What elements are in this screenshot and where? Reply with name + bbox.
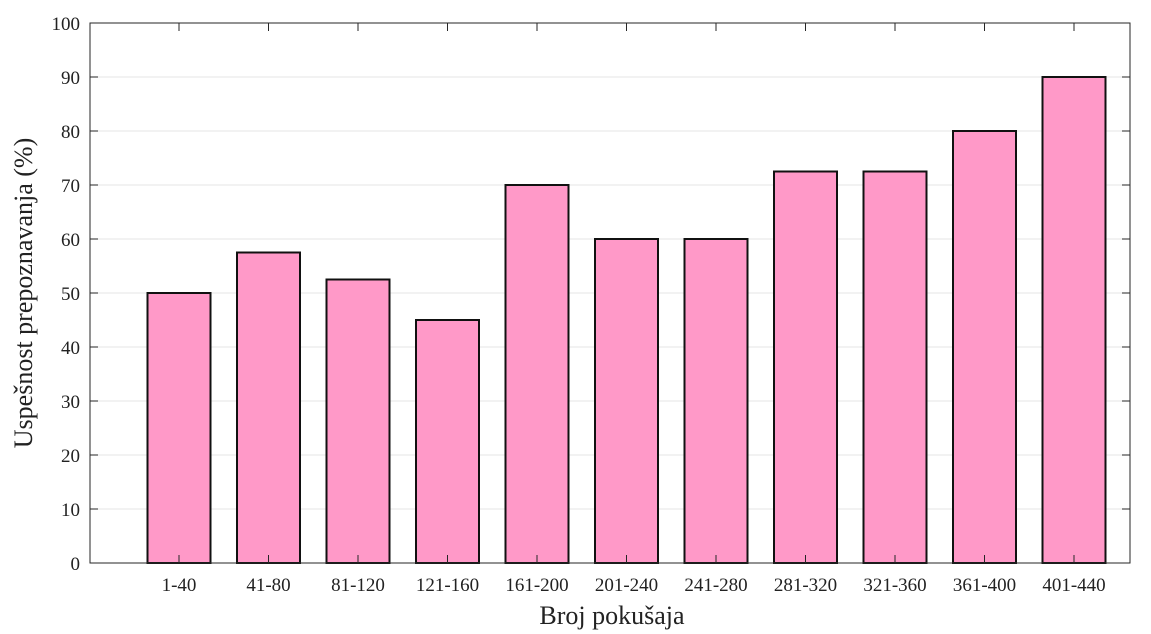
y-axis-title: Uspešnost prepoznavanja (%) (9, 138, 38, 448)
bar-361-400 (952, 130, 1017, 564)
y-tick-label: 50 (61, 284, 80, 305)
x-tick-label: 401-440 (1042, 575, 1105, 596)
bar-41-80 (236, 251, 301, 564)
y-tick-label: 100 (52, 14, 81, 35)
y-tick-label: 40 (61, 338, 80, 359)
x-tick-label: 121-160 (416, 575, 479, 596)
y-tick-label: 90 (61, 68, 80, 89)
bar-1-40 (146, 292, 212, 564)
bars (146, 76, 1107, 564)
x-tick-label: 281-320 (774, 575, 837, 596)
x-tick-label: 41-80 (246, 575, 290, 596)
y-tick-label: 80 (61, 122, 80, 143)
y-tick-label: 30 (61, 392, 80, 413)
bar-281-320 (773, 170, 838, 564)
y-tick-label: 70 (61, 176, 80, 197)
x-tick-label: 321-360 (863, 575, 926, 596)
bar-201-240 (594, 238, 659, 564)
axis-ticks (90, 22, 1130, 564)
x-tick-labels: 1-40 41-80 81-120 121-160 161-200 201-240 241-… (162, 575, 1106, 596)
y-tick-label: 20 (61, 446, 80, 467)
x-tick-label: 201-240 (595, 575, 658, 596)
y-tick-label: 10 (61, 500, 80, 521)
y-tick-label: 0 (71, 554, 81, 575)
x-tick-label: 1-40 (162, 575, 197, 596)
x-tick-label: 361-400 (953, 575, 1016, 596)
bar-241-280 (683, 238, 749, 564)
bar-321-360 (862, 170, 928, 564)
x-axis-title: Broj pokušaja (539, 601, 685, 630)
x-tick-label: 81-120 (331, 575, 385, 596)
bar-121-160 (415, 319, 480, 564)
bar-161-200 (504, 184, 570, 564)
x-tick-label: 161-200 (505, 575, 568, 596)
bar-81-120 (325, 278, 391, 564)
y-tick-labels: 0 10 20 30 40 50 60 70 80 90 100 (52, 14, 81, 575)
bar-401-440 (1041, 76, 1107, 564)
y-tick-label: 60 (61, 230, 80, 251)
x-tick-label: 241-280 (684, 575, 747, 596)
